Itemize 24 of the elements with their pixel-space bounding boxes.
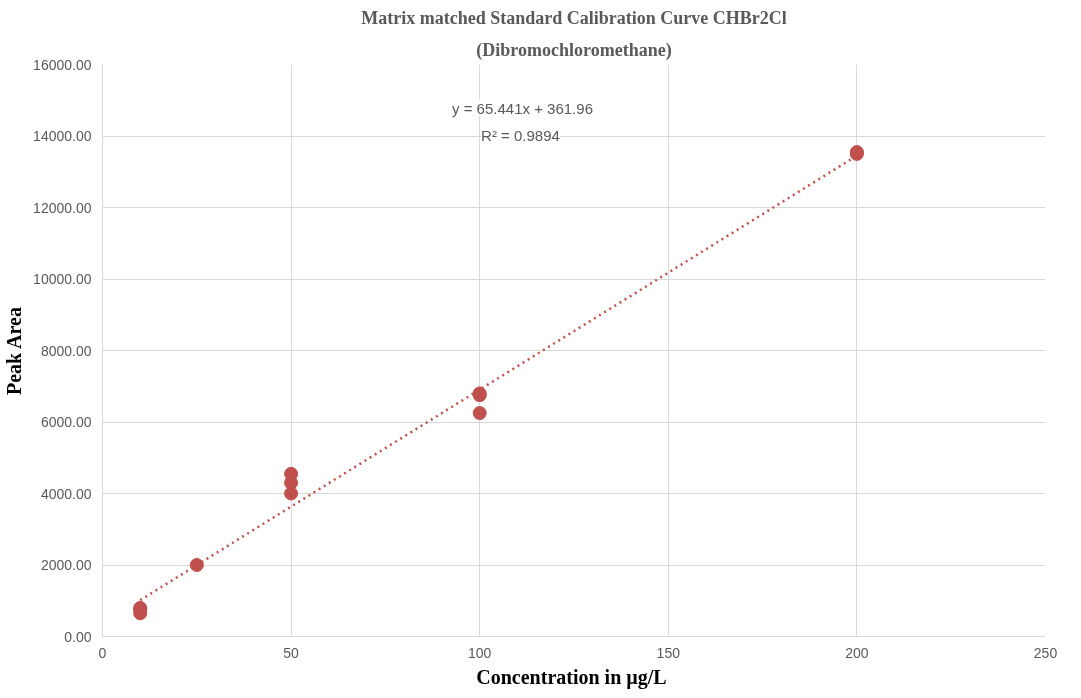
y-axis-title: Peak Area [3,307,26,396]
y-tick-label: 10000.00 [33,271,92,287]
y-tick-label: 16000.00 [33,56,92,73]
point [189,558,204,572]
annotation: y = 65.441x + 361.96 [452,99,593,117]
x-axis-title: Concentration in µg/L [476,665,667,689]
chart-subtitle: (Dibromochloromethane) [476,39,672,61]
y-tick-label: 12000.00 [33,199,92,216]
point [472,406,487,421]
y-tick-label: 8000.00 [40,342,92,359]
y-tick-label: 0.00 [64,628,92,645]
chart-title: Matrix matched Standard Calibration Curve CHBr2Cl [361,7,787,28]
y-tick-label: 6000.00 [40,414,92,430]
y-tick-label: 14000.00 [33,128,92,144]
y-tick-label: 2000.00 [40,557,92,573]
x-tick-label: 100 [468,644,492,661]
y-tick-label: 4000.00 [40,485,92,502]
x-tick-label: 200 [845,644,869,661]
x-tick-label: 50 [283,644,300,661]
x-tick-label: 250 [1033,644,1058,661]
x-tick-label: 0 [98,644,107,661]
point [284,466,299,481]
annotation: R² = 0.9894 [481,126,560,144]
x-tick-label: 150 [656,644,681,661]
